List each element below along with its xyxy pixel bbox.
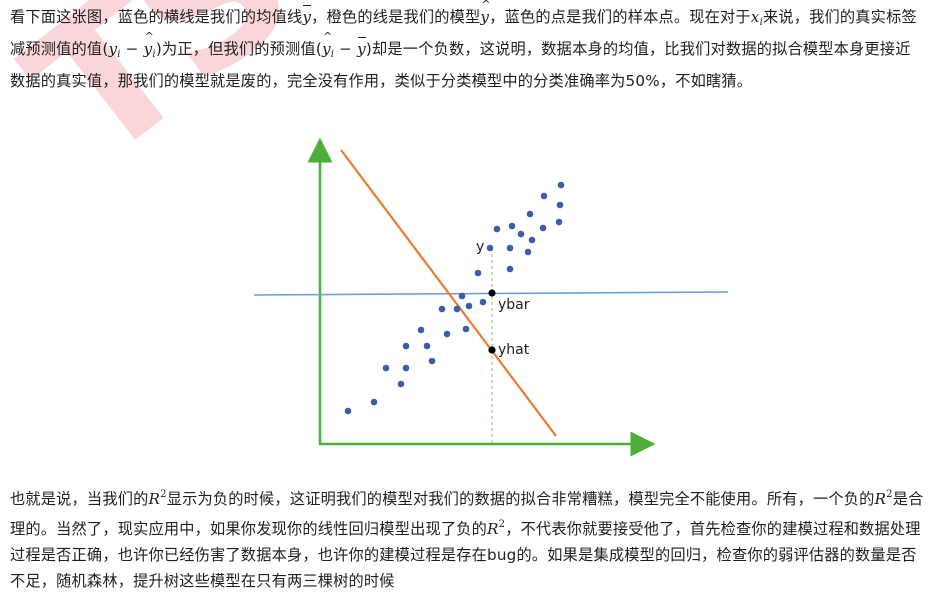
sample-point bbox=[458, 292, 466, 300]
text-run: )为正，但我们的预测值( bbox=[155, 40, 322, 58]
math-yhat-i: y bbox=[144, 24, 154, 62]
sample-point bbox=[397, 380, 405, 388]
sample-point bbox=[423, 342, 431, 350]
math-yi: y bbox=[108, 40, 118, 58]
math-sub: i bbox=[117, 49, 121, 60]
sample-point bbox=[540, 192, 548, 200]
text-run: )却是一个负数，这说明，数据本身的均值，比我们对数据的拟合模型本身更接近数据的真… bbox=[10, 40, 911, 90]
sample-point bbox=[517, 230, 525, 238]
sample-point bbox=[453, 305, 461, 313]
sample-point bbox=[462, 325, 470, 333]
yhat-marker bbox=[488, 346, 496, 354]
sample-point bbox=[402, 364, 410, 372]
math-yhat: y bbox=[480, 0, 490, 30]
text-run: 显示为负的时候，这证明我们的模型对我们的数据的拟合非常糟糕，模型完全不能使用。所… bbox=[166, 490, 875, 508]
math-residual: yi − yi bbox=[108, 24, 156, 60]
sample-point bbox=[382, 364, 390, 372]
math-pred-diff: yi − y bbox=[322, 24, 366, 60]
math-r2: R2 bbox=[487, 519, 506, 538]
sample-point bbox=[555, 218, 563, 226]
sample-point bbox=[539, 224, 547, 232]
math-minus: − bbox=[120, 40, 144, 58]
sample-point bbox=[506, 244, 514, 252]
paragraph-intro: 看下面这张图，蓝色的横线是我们的均值线y，橙色的线是我们的模型y，蓝色的点是我们… bbox=[10, 0, 925, 94]
math-r2: R2 bbox=[874, 489, 893, 508]
sample-point bbox=[526, 210, 534, 218]
sample-point bbox=[438, 305, 446, 313]
sample-point bbox=[506, 265, 514, 273]
sample-point bbox=[479, 298, 487, 306]
sample-point bbox=[486, 244, 494, 252]
math-sub: i bbox=[330, 49, 335, 60]
sample-point bbox=[493, 225, 501, 233]
sample-point bbox=[556, 201, 564, 209]
math-xi-base: x bbox=[750, 8, 760, 26]
math-r: R bbox=[487, 520, 499, 538]
math-sup: 2 bbox=[498, 519, 506, 530]
paragraph-conclusion: 也就是说，当我们的R2显示为负的时候，这证明我们的模型对我们的数据的拟合非常糟糕… bbox=[10, 482, 925, 594]
sample-point bbox=[417, 326, 425, 334]
math-r: R bbox=[874, 490, 887, 508]
sample-point bbox=[428, 357, 436, 365]
text-run: ，蓝色的点是我们的样本点。现在对于 bbox=[489, 8, 751, 26]
sample-point bbox=[402, 342, 410, 350]
mean-line bbox=[253, 291, 729, 296]
label-ybar: ybar bbox=[498, 297, 530, 313]
math-sup: 2 bbox=[886, 489, 893, 500]
math-minus: − bbox=[334, 40, 358, 58]
math-xi: xi bbox=[750, 8, 763, 28]
model-line bbox=[340, 149, 557, 437]
sample-point bbox=[370, 398, 378, 406]
label-y: y bbox=[476, 239, 484, 255]
math-ybar: y bbox=[357, 36, 366, 62]
math-ybar: y bbox=[302, 4, 312, 30]
text-run: 也就是说，当我们的 bbox=[10, 490, 149, 508]
math-xi-sub: i bbox=[759, 17, 763, 28]
sample-point bbox=[344, 407, 352, 415]
label-yhat: yhat bbox=[498, 342, 530, 358]
ybar-marker bbox=[488, 289, 496, 297]
text-run: 来说，我们的真实标签减预测值的值( bbox=[10, 8, 917, 58]
text-run: 是合理的。当然了，现实应用中，如果你发现你的线性回归模型出现了负的 bbox=[10, 490, 924, 538]
math-sub: i bbox=[152, 49, 156, 60]
math-r2: R2 bbox=[148, 489, 167, 508]
sample-point bbox=[524, 248, 532, 256]
sample-point bbox=[508, 222, 516, 230]
text-run: ，橙色的线是我们的模型 bbox=[311, 8, 481, 26]
sample-point bbox=[443, 330, 451, 338]
sample-point bbox=[465, 302, 473, 310]
math-yhat-i: y bbox=[322, 24, 332, 62]
sample-points bbox=[344, 181, 565, 415]
sample-point bbox=[557, 181, 565, 189]
math-sup: 2 bbox=[160, 489, 167, 500]
text-run: 看下面这张图，蓝色的横线是我们的均值线 bbox=[10, 8, 303, 26]
sample-point bbox=[528, 236, 536, 244]
sample-point bbox=[474, 269, 482, 277]
math-r: R bbox=[148, 490, 161, 508]
text-run: ，不代表你就要接受他了，首先检查你的建模过程和数据处理过程是否正确，也许你已经伤… bbox=[10, 520, 921, 590]
